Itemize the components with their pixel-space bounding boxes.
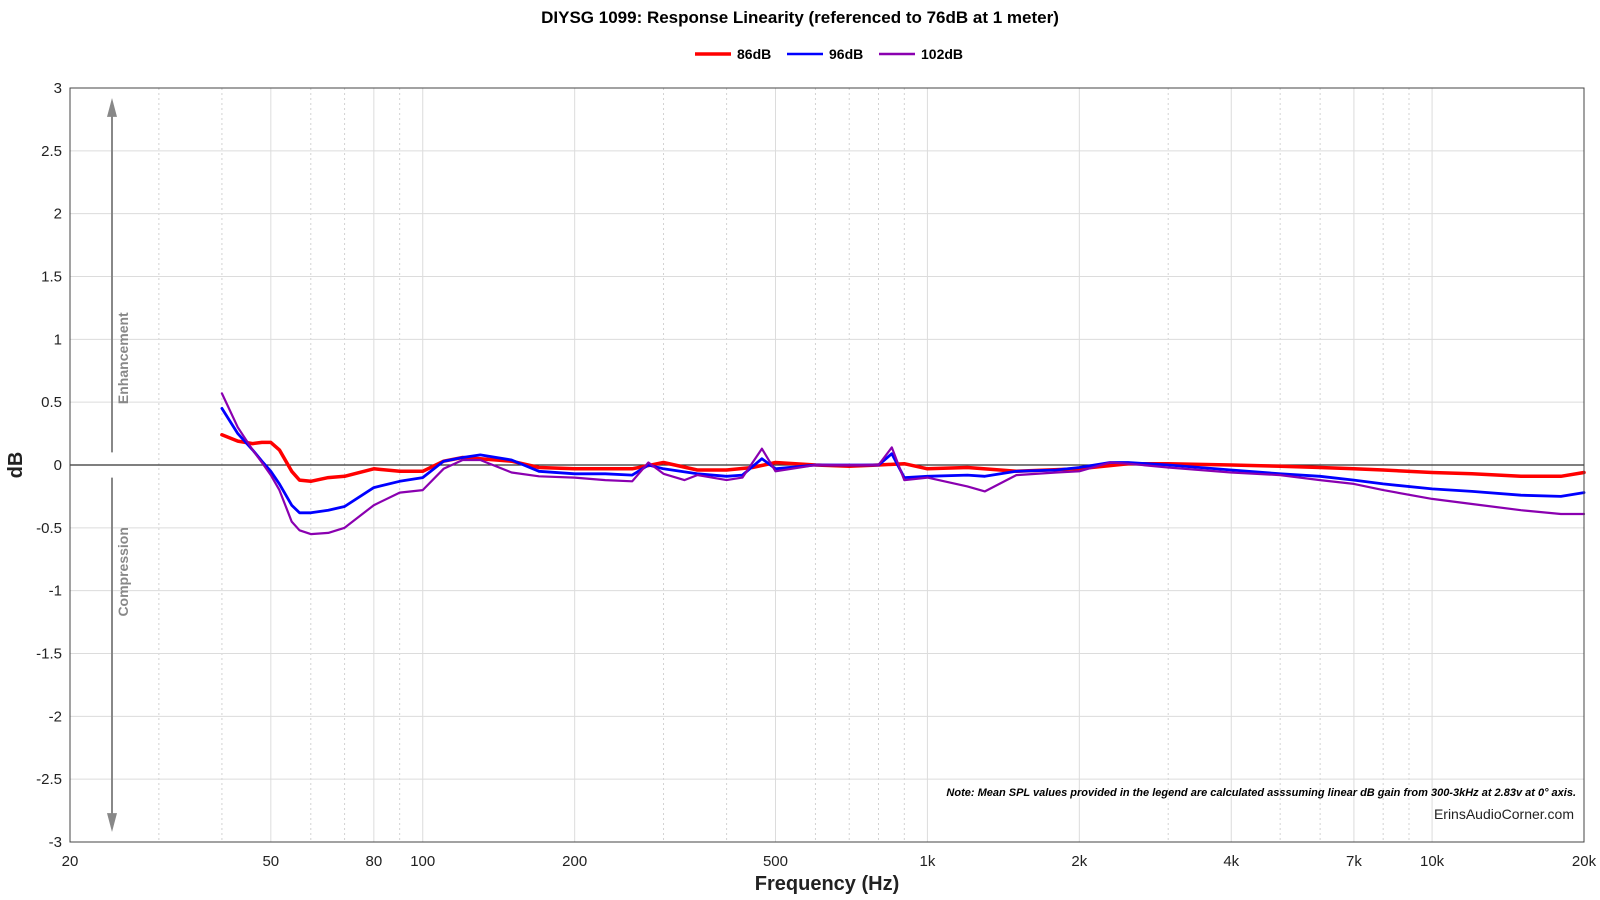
x-tick-label: 200 [562, 853, 587, 870]
x-tick-label: 50 [262, 853, 279, 870]
credit-text: ErinsAudioCorner.com [1434, 806, 1574, 822]
x-tick-label: 10k [1420, 853, 1445, 870]
y-tick-label: -1 [49, 583, 62, 600]
x-tick-label: 1k [919, 853, 935, 870]
legend-label-96dB: 96dB [829, 46, 863, 62]
series-line-96dB [220, 406, 1586, 515]
y-tick-label: 0 [54, 457, 62, 474]
y-tick-label: -0.5 [36, 520, 62, 537]
compression-label: Compression [115, 527, 131, 616]
plot-border [69, 87, 1585, 843]
x-tick-label: 100 [410, 853, 435, 870]
y-tick-label: -3 [49, 834, 62, 851]
x-tick-label: 7k [1346, 853, 1362, 870]
y-axis-label: dB [5, 452, 27, 479]
y-tick-label: 2.5 [41, 143, 62, 160]
series-line-102dB [220, 392, 1586, 536]
y-tick-label: 2 [54, 206, 62, 223]
y-tick-labels: 3 2.5 2 1.5 1 0.5 0 -0.5 -1 -1.5 -2 -2.5 -3 [36, 80, 62, 851]
x-tick-label: 80 [365, 853, 382, 870]
y-tick-label: -2.5 [36, 771, 62, 788]
x-axis-label: Frequency (Hz) [755, 873, 899, 895]
legend: 86dB 96dB 102dB [695, 46, 963, 62]
compression-arrowhead [107, 813, 117, 832]
x-tick-label: 20 [62, 853, 79, 870]
x-tick-label: 500 [763, 853, 788, 870]
y-tick-label: -2 [49, 708, 62, 725]
legend-label-86dB: 86dB [737, 46, 771, 62]
y-tick-label: 0.5 [41, 394, 62, 411]
legend-label-102dB: 102dB [921, 46, 963, 62]
y-tick-label: -1.5 [36, 646, 62, 663]
series-line-86dB [220, 433, 1586, 484]
x-tick-label: 20k [1572, 853, 1597, 870]
y-tick-label: 1 [54, 331, 62, 348]
x-tick-labels: 20 50 80 100 200 500 1k 2k 4k 7k 10k 20k [62, 853, 1597, 870]
y-tick-label: 3 [54, 80, 62, 97]
x-tick-label: 2k [1071, 853, 1087, 870]
y-tick-label: 1.5 [41, 269, 62, 286]
chart-note: Note: Mean SPL values provided in the le… [946, 787, 1576, 799]
chart-title: DIYSG 1099: Response Linearity (referenc… [541, 8, 1059, 27]
series-lines [220, 392, 1586, 536]
enhancement-arrowhead [107, 98, 117, 117]
x-tick-label: 4k [1223, 853, 1239, 870]
enhancement-label: Enhancement [115, 312, 131, 404]
region-arrows [107, 98, 117, 832]
